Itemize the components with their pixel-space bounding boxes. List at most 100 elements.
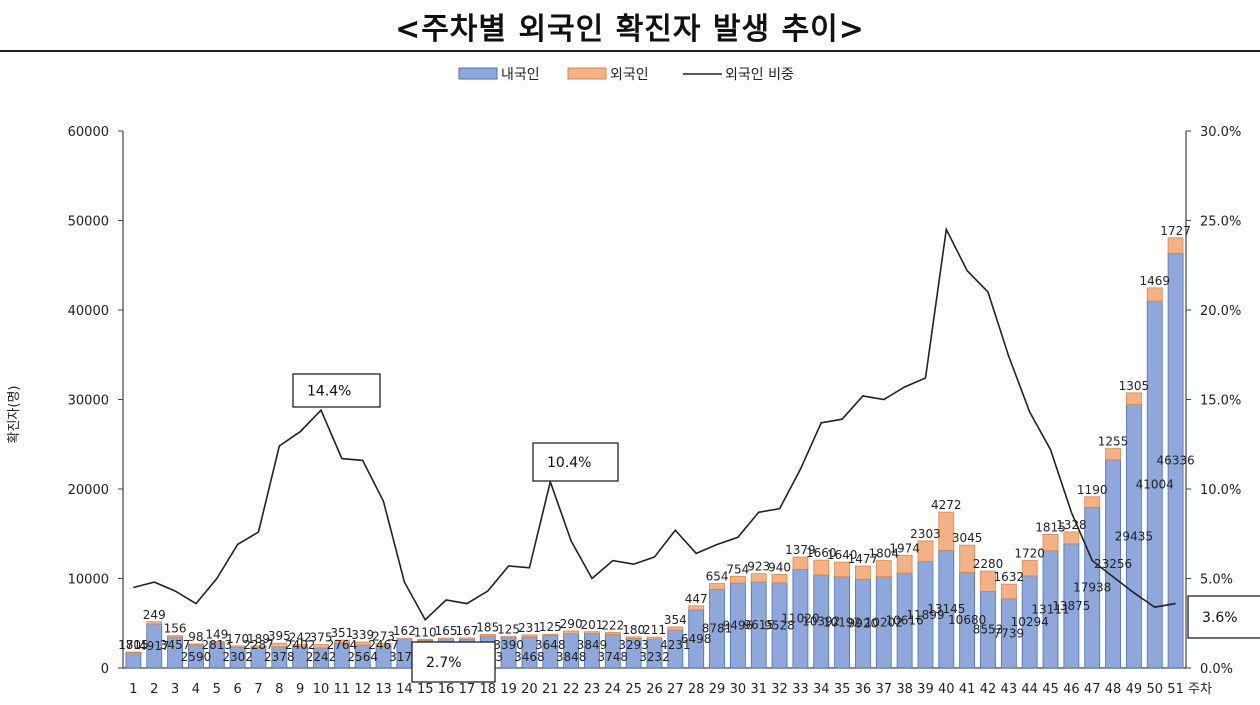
foreign-value-label: 1328	[1056, 518, 1087, 532]
bar-foreign	[271, 642, 288, 648]
x-tick-label: 31	[750, 682, 767, 697]
x-tick-label: 30	[730, 682, 747, 697]
domestic-value-label: 2764	[327, 638, 358, 652]
bar-foreign	[459, 637, 475, 640]
x-tick-label: 26	[646, 682, 663, 697]
foreign-value-label: 1305	[1119, 379, 1150, 393]
foreign-value-label: 1379	[785, 543, 816, 557]
domestic-value-label: 2813	[202, 638, 233, 652]
foreign-value-label: 162	[393, 624, 416, 638]
y2-tick-label: 20.0%	[1200, 304, 1241, 319]
bar-foreign	[354, 641, 371, 646]
foreign-value-label: 165	[435, 624, 458, 638]
foreign-value-label: 1727	[1160, 224, 1191, 238]
y2-tick-label: 30.0%	[1200, 125, 1241, 140]
foreign-value-label: 339	[351, 628, 374, 642]
x-tick-label: 7	[254, 682, 262, 697]
chart-title: <주차별 외국인 확진자 발생 추이>	[395, 12, 865, 47]
domestic-value-label: 4231	[660, 638, 691, 652]
bar-foreign	[834, 561, 850, 578]
foreign-value-label: 923	[747, 560, 770, 574]
domestic-value-label: 46336	[1156, 454, 1194, 468]
foreign-value-label: 201	[581, 618, 604, 632]
bar-foreign	[500, 636, 517, 639]
bar-foreign	[750, 573, 767, 583]
bar-foreign	[1063, 531, 1080, 545]
x-tick-label: 35	[834, 682, 851, 697]
bar-foreign	[167, 635, 184, 638]
domestic-value-label: 3232	[639, 650, 670, 664]
bar-foreign	[1042, 534, 1059, 552]
foreign-value-label: 273	[372, 629, 395, 643]
x-tick-label: 51	[1167, 682, 1184, 697]
foreign-value-label: 354	[664, 613, 687, 627]
foreign-value-label: 180	[622, 623, 645, 637]
foreign-value-label: 211	[643, 623, 666, 637]
x-tick-label: 38	[896, 682, 913, 697]
x-tick-label: 19	[500, 682, 517, 697]
bar-foreign	[813, 559, 830, 576]
bar-foreign	[1125, 392, 1142, 405]
foreign-value-label: 1190	[1077, 483, 1108, 497]
bar-foreign	[584, 631, 600, 634]
legend-swatch-foreign	[567, 67, 607, 80]
x-tick-label: 5	[213, 682, 221, 697]
domestic-value-label: 3293	[618, 638, 649, 652]
foreign-value-label: 125	[497, 623, 520, 637]
foreign-value-label: 231	[518, 621, 541, 635]
bars-group	[125, 237, 1184, 669]
y-tick-label: 60000	[68, 125, 109, 140]
bar-foreign	[792, 556, 809, 570]
bar-foreign	[980, 570, 996, 592]
callouts-group: 14.4% 10.4% 2.7% 3.6%	[292, 373, 1260, 683]
foreign-value-label: 156	[164, 622, 187, 636]
domestic-value-label: 2287	[243, 638, 274, 652]
bar-foreign	[896, 554, 913, 574]
x-tick-label: 16	[438, 682, 455, 697]
foreign-value-label: 1660	[806, 546, 837, 560]
domestic-value-label: 2590	[181, 650, 212, 664]
x-tick-label: 22	[563, 682, 580, 697]
domestic-value-label: 2402	[285, 638, 316, 652]
callout-label: 10.4%	[547, 455, 591, 471]
foreign-value-label: 242	[289, 630, 312, 644]
foreign-value-label: 185	[476, 620, 499, 634]
domestic-value-label: 10192	[823, 615, 861, 629]
title-divider	[0, 50, 1260, 52]
domestic-value-label: 9496	[723, 619, 754, 633]
domestic-value-label: 9528	[764, 618, 795, 632]
y-tick-label: 30000	[68, 394, 109, 409]
x-tick-label: 25	[625, 682, 642, 697]
foreign-value-label: 1974	[889, 541, 920, 555]
domestic-value-label: 8553	[973, 623, 1004, 637]
x-tick-label: 44	[1021, 682, 1038, 697]
x-tick-label: 8	[275, 682, 283, 697]
x-tick-label: 32	[771, 682, 788, 697]
domestic-value-label: 10392	[802, 614, 840, 628]
x-tick-label: 13	[375, 682, 392, 697]
bar-foreign	[1000, 583, 1017, 600]
x-tick-label: 36	[855, 682, 872, 697]
callout-label: 14.4%	[307, 384, 351, 400]
domestic-value-label: 9920	[848, 617, 879, 631]
x-tick-label: 23	[584, 682, 601, 697]
x-tick-label: 4	[192, 682, 200, 697]
ratio-line	[133, 226, 1176, 621]
bar-foreign	[438, 637, 454, 640]
foreign-value-label: 222	[601, 618, 624, 632]
bar-foreign	[396, 637, 413, 640]
foreign-value-label: 375	[310, 631, 333, 645]
bar-foreign	[313, 644, 329, 649]
bar-foreign	[938, 511, 955, 551]
bar-foreign	[855, 565, 871, 580]
foreign-value-label: 1469	[1139, 274, 1170, 288]
y2-tick-label: 25.0%	[1200, 215, 1241, 230]
domestic-value-label: 3468	[514, 650, 545, 664]
legend-label-domestic: 내국인	[501, 67, 540, 83]
bar-foreign	[333, 639, 350, 644]
x-tick-label: 24	[605, 682, 622, 697]
x-tick-label: 15	[417, 682, 434, 697]
callout-box	[532, 442, 619, 482]
x-tick-label: 20	[521, 682, 538, 697]
